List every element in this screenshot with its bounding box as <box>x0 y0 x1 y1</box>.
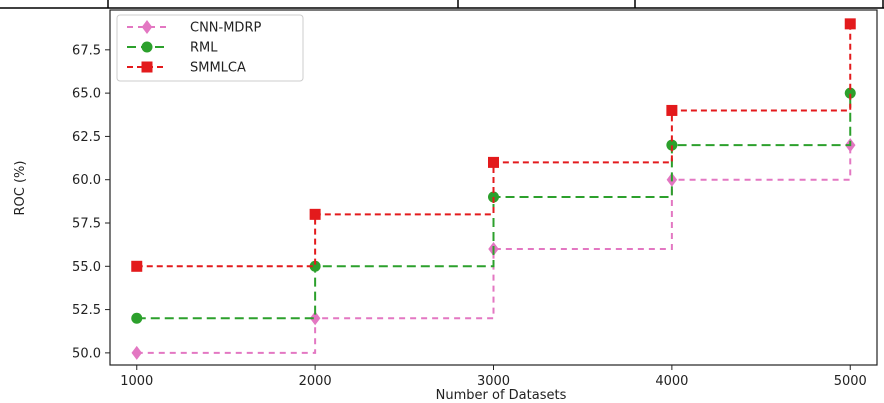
x-axis: 1000 2000 3000 4000 5000 <box>120 365 867 389</box>
y-tick-label: 60.0 <box>72 173 101 188</box>
data-point-smmlca <box>488 156 499 168</box>
legend-label-cnn-mdrp: CNN-MDRP <box>190 21 261 36</box>
y-tick-label: 50.0 <box>72 346 101 361</box>
x-tick-label: 5000 <box>834 374 867 389</box>
y-axis-title: ROC (%) <box>13 161 28 216</box>
data-point-smmlca <box>844 18 856 30</box>
data-point-rml <box>844 87 856 99</box>
legend-label-rml: RML <box>190 41 218 56</box>
x-axis-title: Number of Datasets <box>436 388 567 403</box>
legend-label-smmlca: SMMLCA <box>190 61 246 76</box>
y-axis: 50.0 52.5 55.0 57.5 60.0 62.5 65.0 67.5 <box>72 43 110 361</box>
data-point-cnn-mdrp <box>131 345 143 360</box>
y-tick-label: 57.5 <box>72 217 101 232</box>
x-tick-label: 4000 <box>655 374 688 389</box>
series-line-cnn-mdrp <box>136 145 852 354</box>
y-tick-label: 52.5 <box>72 303 101 318</box>
data-point-smmlca <box>131 260 143 272</box>
data-point-rml <box>488 191 499 203</box>
x-tick-label: 1000 <box>120 374 153 389</box>
series-layer <box>131 18 856 360</box>
legend: CNN-MDRP RML SMMLCA <box>116 14 304 82</box>
data-point-rml <box>309 260 321 272</box>
x-tick-label: 2000 <box>299 374 332 389</box>
y-tick-label: 55.0 <box>72 260 101 275</box>
x-tick-label: 3000 <box>477 374 510 389</box>
legend-marker-rml <box>141 41 153 53</box>
legend-marker-cnn-mdrp <box>141 20 153 34</box>
legend-marker-smmlca <box>141 61 153 73</box>
y-tick-label: 67.5 <box>72 43 101 58</box>
y-tick-label: 62.5 <box>72 130 101 145</box>
data-point-smmlca <box>666 104 678 116</box>
legend-box <box>116 14 304 82</box>
y-tick-label: 65.0 <box>72 87 101 102</box>
data-point-rml <box>131 312 143 324</box>
data-point-smmlca <box>309 208 321 220</box>
data-point-cnn-mdrp <box>309 311 321 326</box>
data-point-rml <box>666 139 678 151</box>
top-table-border <box>0 0 884 9</box>
